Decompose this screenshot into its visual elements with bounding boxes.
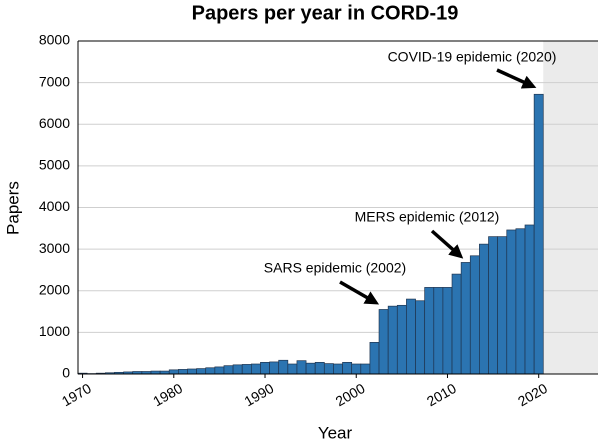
bar (479, 243, 489, 375)
x-tick-label: 2010 (424, 380, 459, 410)
bar (260, 361, 270, 375)
y-tick-label: 7000 (39, 73, 70, 89)
bar (451, 273, 462, 375)
bar (168, 369, 179, 375)
y-tick-label: 0 (62, 365, 70, 381)
y-tick-label: 4000 (39, 198, 70, 214)
x-tick-label: 2020 (515, 380, 550, 410)
bar (205, 367, 216, 375)
y-axis-label: Papers (3, 181, 22, 235)
bar (515, 228, 526, 375)
y-tick-label: 8000 (39, 32, 70, 48)
bar (278, 359, 289, 375)
bar (424, 287, 435, 375)
annotation: MERS epidemic (2012) (355, 209, 500, 225)
bar (433, 287, 444, 375)
x-tick-label: 1980 (150, 380, 185, 410)
bar (342, 361, 353, 375)
y-tick-label: 1000 (39, 323, 70, 339)
bar (469, 255, 480, 375)
bar (269, 361, 280, 375)
y-tick-label: 5000 (39, 157, 70, 173)
bar (378, 309, 389, 375)
bar (214, 366, 225, 375)
bar (415, 300, 426, 375)
bar (223, 365, 234, 375)
bar (396, 304, 407, 375)
bar (360, 363, 371, 375)
x-tick-label: 2000 (333, 380, 368, 410)
annotation-arrow (496, 68, 537, 89)
bar (196, 368, 207, 375)
bar (250, 363, 261, 375)
annotation: SARS epidemic (2002) (264, 260, 406, 276)
bar (178, 369, 188, 375)
bar (533, 93, 544, 375)
bar (506, 229, 517, 375)
bar (488, 236, 498, 375)
bar (406, 298, 416, 375)
bar (333, 363, 343, 375)
bar (351, 363, 362, 375)
annotation-arrow (339, 280, 380, 305)
bar (497, 236, 508, 375)
y-tick-label: 6000 (39, 115, 70, 131)
bar (305, 362, 316, 375)
bar (387, 305, 398, 375)
x-tick-label: 1970 (59, 380, 94, 410)
annotation: COVID-19 epidemic (2020) (388, 49, 557, 65)
x-tick-label: 1990 (241, 380, 276, 410)
bar (241, 364, 252, 375)
bar (442, 287, 453, 375)
bar (314, 361, 325, 375)
x-axis-label: Year (318, 423, 353, 442)
chart-title: Papers per year in CORD-19 (192, 2, 459, 24)
bar (323, 363, 334, 375)
annotation-arrow (430, 229, 464, 259)
bar (232, 364, 243, 375)
bar (369, 342, 380, 375)
bar (296, 360, 307, 375)
bar (524, 224, 535, 375)
bar (187, 368, 197, 375)
bar (287, 363, 298, 375)
y-tick-label: 3000 (39, 240, 70, 256)
bar (460, 262, 471, 375)
y-tick-label: 2000 (39, 281, 70, 297)
